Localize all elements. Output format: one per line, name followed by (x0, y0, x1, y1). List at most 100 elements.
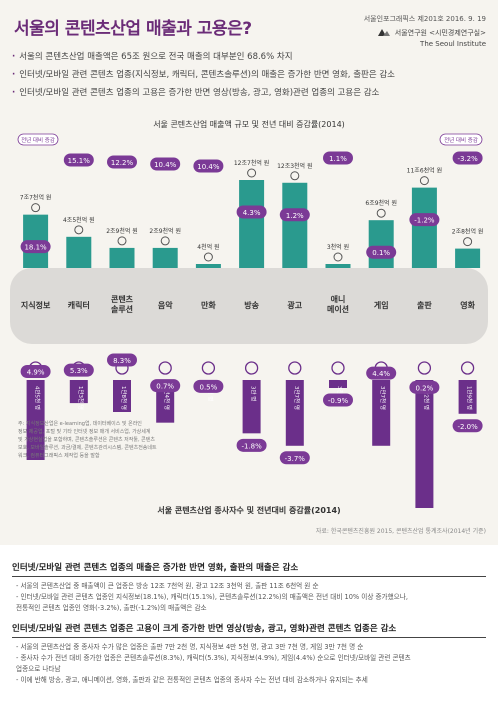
sales-value-label: 2조8천억 원 (452, 228, 484, 236)
divider (12, 637, 486, 638)
sales-rate-badge (150, 157, 181, 171)
sector-icon (376, 208, 386, 218)
chart-note-line: 정보 제공업, 포털 및 기타 인터넷 정보 매개 서비스업, 가상세계 (18, 428, 151, 435)
chart-note-line: 주: 지식정보산업은 e-learning업, 데이터베이스 및 온라인 (18, 420, 142, 427)
employment-bar (285, 380, 304, 446)
legend-pill-right (439, 133, 483, 146)
chart-note-line: 보호, 모바일솔루션, 과금/결제, 콘텐츠관리시스템, 콘텐츠전송네트 (18, 444, 157, 451)
finding-line: 업종으로 나타남 (16, 665, 61, 673)
employment-bar (415, 380, 434, 508)
employment-value-label: 7만2천 명 (422, 386, 430, 410)
employment-value-label: 2만4천 명 (163, 386, 171, 410)
finding-heading: 인터넷/모바일 관련 콘텐츠 업종은 고용이 크게 증가한 반면 영상(방송, … (12, 624, 397, 634)
sales-value-label: 4천억 원 (197, 243, 219, 251)
employment-chart-title: 서울 콘텐츠산업 종사자수 및 전년대비 증감률(2014) (157, 505, 340, 515)
sales-rate-label: 4.3% (243, 209, 261, 217)
source-text: 자료: 한국콘텐츠진흥원 2015, 콘텐츠산업 통계조사(2014년 기준) (316, 527, 486, 535)
sales-rate-badge (409, 213, 440, 227)
sector-icon (331, 361, 345, 375)
category-label: 광고 (287, 300, 302, 310)
sales-rate-label: 10.4% (154, 161, 177, 169)
sales-rate-label: 15.1% (68, 157, 91, 165)
employment-rate-badge (63, 363, 94, 377)
sales-rate-badge (193, 159, 224, 173)
sales-rate-label: -3.2% (457, 155, 478, 163)
sector-icon (117, 236, 127, 246)
sales-value-label: 12조3천억 원 (277, 162, 312, 170)
finding-line: - 서울의 콘텐츠산업 중 종사자 수가 많은 업종은 출판 7만 2천 명, … (16, 643, 364, 651)
findings-section: 인터넷/모바일 관련 콘텐츠 업종의 매출은 증가한 반면 영화, 출판의 매출… (0, 549, 498, 707)
sector-icon (160, 236, 170, 246)
sales-value-label: 11조6천억 원 (407, 167, 442, 175)
institute-name-ko: 서울연구원 <시민경제연구실> (394, 29, 486, 37)
page-title: 서울의 콘텐츠산업 매출과 고용은? (14, 19, 252, 39)
sales-rate-badge (63, 153, 94, 167)
employment-rate-badge (236, 438, 267, 452)
employment-rate-label: -3.7% (285, 455, 306, 463)
employment-rate-label: -1.8% (241, 442, 262, 450)
sales-bar (109, 247, 135, 268)
employment-bar (26, 380, 45, 460)
sector-icon (201, 361, 216, 375)
category-label: 게임 (374, 300, 389, 310)
employment-rate-badge (323, 393, 353, 407)
sales-bar (66, 236, 92, 268)
sector-icon (460, 361, 475, 375)
category-label: 솔루션 (111, 304, 133, 314)
category-label: 메이션 (327, 304, 349, 314)
employment-bar (242, 380, 261, 434)
employment-bar (113, 380, 131, 412)
sales-value-label: 4조5천억 원 (63, 216, 95, 224)
summary-bullet: 인터넷/모바일 관련 콘텐츠 업종의 고용은 증가한 반면 영상(방송, 광고,… (12, 84, 395, 102)
sector-icon (31, 203, 41, 213)
sector-icon (158, 361, 172, 375)
category-label: 콘텐츠 (111, 294, 134, 304)
sales-rate-label: 10.4% (197, 163, 220, 171)
sales-bar (282, 182, 308, 268)
sales-bar (411, 187, 437, 268)
employment-rate-label: 0.5% (200, 383, 218, 391)
sales-value-label: 12조7천억 원 (234, 159, 269, 167)
sales-rate-label: 1.1% (329, 155, 347, 163)
finding-heading: 인터넷/모바일 관련 콘텐츠 업종의 매출은 증가한 반면 영화, 출판의 매출… (12, 563, 299, 573)
employment-rate-badge (366, 366, 397, 380)
sector-icon (417, 361, 432, 375)
employment-rate-badge (279, 451, 310, 465)
legend-label-left: 전년 대비 증감 (21, 136, 55, 144)
sales-rate-label: 0.1% (372, 249, 390, 257)
sales-rate-badge (20, 240, 51, 254)
employment-rate-badge (193, 379, 224, 393)
sales-rate-label: 12.2% (111, 159, 134, 167)
employment-value-label: 3만7천 명 (293, 386, 301, 410)
employment-rate-label: 4.9% (27, 368, 45, 376)
sales-bar (325, 264, 351, 268)
employment-value-label: 1만9천 명 (466, 386, 474, 410)
finding-line: - 이에 반해 방송, 광고, 애니메이션, 영화, 출판과 같은 전통적인 콘… (16, 676, 368, 684)
sector-icon (203, 252, 213, 262)
divider (12, 576, 486, 577)
employment-rate-label: 0.7% (156, 383, 174, 391)
employment-rate-label: -0.9% (328, 397, 349, 405)
employment-rate-label: 5.3% (70, 367, 88, 375)
summary-bullets: 서울의 콘텐츠산업 매출액은 65조 원으로 전국 매출의 대부분인 68.6%… (12, 48, 395, 102)
sales-bar (152, 247, 178, 268)
sector-icon (247, 168, 257, 178)
sales-rate-badge (236, 205, 267, 219)
sector-icon (290, 171, 300, 181)
sales-rate-badge (323, 151, 353, 165)
employment-rate-label: -2.0% (457, 423, 478, 431)
category-label: 출판 (417, 300, 432, 310)
employment-rate-label: 0.2% (416, 384, 434, 392)
category-band (10, 268, 488, 344)
employment-bar (69, 380, 88, 404)
sector-icon (419, 176, 429, 186)
category-label: 캐릭터 (68, 300, 90, 310)
sales-rate-label: 18.1% (24, 244, 47, 252)
employment-bar (458, 380, 477, 414)
sales-rate-badge (107, 155, 137, 169)
legend-label-right: 전년 대비 증감 (444, 136, 478, 144)
sector-icon (333, 252, 343, 262)
sales-value-label: 6조9천억 원 (365, 199, 397, 207)
finding-line: - 인터넷/모바일 관련 콘텐츠 업종인 지식정보(18.1%), 캐릭터(15… (16, 593, 408, 601)
sales-bar (368, 220, 394, 268)
